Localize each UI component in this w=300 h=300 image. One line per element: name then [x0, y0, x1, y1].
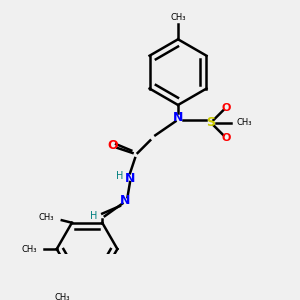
Text: H: H [116, 171, 124, 181]
Text: O: O [221, 103, 231, 112]
Text: CH₃: CH₃ [236, 118, 252, 127]
Text: CH₃: CH₃ [39, 213, 54, 222]
Text: N: N [120, 194, 130, 208]
Text: N: N [125, 172, 135, 185]
Text: S: S [206, 116, 215, 129]
Text: CH₃: CH₃ [21, 244, 37, 253]
Text: N: N [173, 111, 183, 124]
Text: O: O [107, 139, 118, 152]
Text: CH₃: CH₃ [170, 13, 186, 22]
Text: CH₃: CH₃ [54, 293, 70, 300]
Text: O: O [221, 133, 231, 143]
Text: H: H [90, 211, 97, 221]
